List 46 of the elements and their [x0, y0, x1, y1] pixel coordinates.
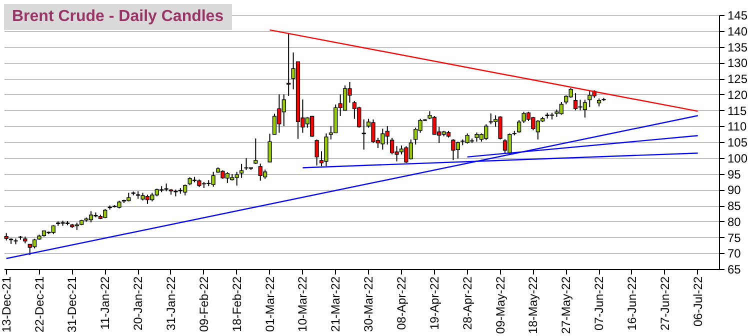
- candlestick: [268, 133, 272, 163]
- x-tick-label: 20-Jan-22: [131, 276, 146, 331]
- y-tick-label: 120: [728, 88, 748, 102]
- candlestick: [517, 120, 522, 134]
- y-tick-label: 135: [728, 40, 748, 54]
- y-tick-label: 100: [728, 151, 748, 166]
- y-tick-label: 65: [728, 262, 742, 276]
- x-tick-label: 09-May-22: [493, 276, 508, 334]
- x-tick-label: 22-Dec-21: [32, 276, 46, 333]
- y-tick-label: 110: [728, 120, 747, 134]
- candlestick: [314, 138, 319, 166]
- x-tick-label: 09-Feb-22: [196, 276, 211, 332]
- y-tick-label: 115: [728, 104, 747, 118]
- x-tick-label: 13-Dec-21: [0, 276, 14, 333]
- x-tick-label: 10-Mar-22: [296, 276, 310, 332]
- x-tick-label: 18-May-22: [526, 276, 540, 334]
- candlestick: [240, 163, 244, 178]
- x-tick-label: 06-Jul-22: [690, 276, 705, 327]
- x-tick-label: 19-Apr-22: [427, 276, 442, 330]
- x-tick-label: 27-May-22: [559, 276, 574, 334]
- y-tick-label: 95: [728, 167, 742, 182]
- x-tick-label: 21-Mar-22: [328, 276, 343, 332]
- y-tick-label: 105: [728, 136, 748, 150]
- candlestick: [286, 32, 291, 96]
- chart-title: Brent Crude - Daily Candles: [4, 4, 232, 30]
- x-tick-label: 27-Jun-22: [658, 276, 672, 331]
- x-tick-label: 01-Mar-22: [262, 276, 277, 332]
- y-tick-label: 125: [728, 72, 748, 86]
- y-tick-label: 130: [728, 56, 748, 70]
- x-tick-label: 08-Apr-22: [394, 276, 408, 330]
- y-tick-label: 75: [728, 230, 742, 245]
- x-tick-label: 30-Mar-22: [362, 276, 376, 332]
- candlestick: [254, 138, 258, 164]
- x-tick-label: 28-Apr-22: [460, 276, 474, 330]
- x-tick-label: 31-Jan-22: [164, 276, 178, 331]
- x-tick-label: 18-Feb-22: [230, 276, 244, 332]
- x-tick-label: 16-Jun-22: [624, 276, 639, 331]
- x-tick-label: 11-Jan-22: [98, 276, 112, 330]
- y-tick-label: 90: [728, 183, 742, 198]
- y-tick-label: 80: [728, 214, 742, 229]
- y-tick-label: 85: [728, 199, 742, 213]
- x-tick-label: 31-Dec-21: [65, 276, 80, 333]
- y-tick-label: 70: [728, 246, 742, 261]
- y-tick-label: 140: [728, 24, 748, 38]
- y-tick-label: 145: [728, 8, 748, 22]
- x-tick-label: 07-Jun-22: [592, 276, 606, 331]
